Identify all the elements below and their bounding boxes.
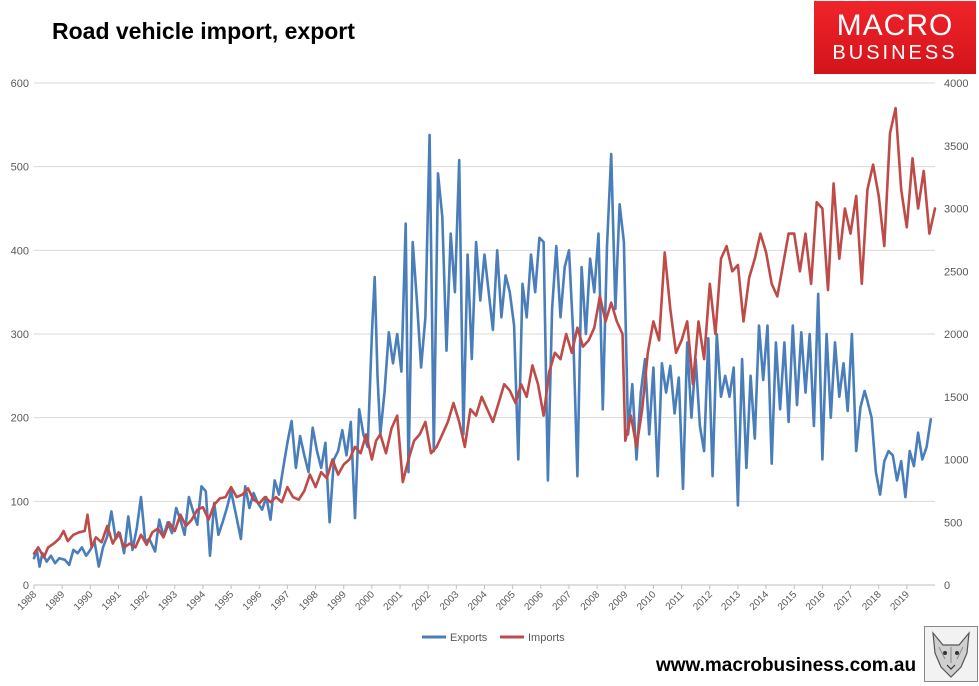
- x-tick-label: 1995: [213, 589, 237, 613]
- series-line-imports: [32, 106, 937, 559]
- y-left-tick-label: 500: [11, 162, 29, 174]
- x-tick-label: 2017: [832, 589, 856, 613]
- x-tick-label: 2002: [410, 589, 434, 613]
- y-left-tick-label: 600: [11, 78, 29, 90]
- x-tick-label: 1998: [297, 589, 321, 613]
- y-left-tick-label: 100: [11, 496, 29, 508]
- x-tick-label: 1994: [185, 589, 209, 613]
- y-right-tick-label: 2500: [944, 266, 968, 278]
- x-tick-label: 2004: [466, 589, 490, 613]
- wolf-mascot-icon: [924, 626, 978, 682]
- x-tick-label: 1989: [44, 589, 68, 613]
- legend-label-exports: Exports: [450, 632, 488, 644]
- logo-line-2: BUSINESS: [832, 42, 958, 64]
- y-left-tick-label: 300: [11, 329, 29, 341]
- x-tick-label: 1992: [128, 589, 152, 613]
- x-tick-label: 2015: [776, 589, 800, 613]
- macrobusiness-logo: MACRO BUSINESS: [814, 1, 976, 74]
- x-tick-label: 1997: [269, 589, 293, 613]
- y-right-tick-label: 1000: [944, 455, 968, 467]
- y-right-tick-label: 3500: [944, 141, 968, 153]
- left-y-axis-ticks: 0 100 200 300 400 500 600: [11, 78, 29, 592]
- y-right-tick-label: 500: [944, 517, 962, 529]
- x-tick-label: 2012: [691, 589, 715, 613]
- y-left-tick-label: 400: [11, 245, 29, 257]
- x-tick-label: 1990: [72, 589, 96, 613]
- site-url: www.macrobusiness.com.au: [656, 655, 917, 676]
- x-tick-label: 2007: [551, 589, 575, 613]
- legend: Exports Imports: [422, 632, 565, 644]
- chart-title: Road vehicle import, export: [52, 18, 355, 44]
- y-right-tick-label: 2000: [944, 329, 968, 341]
- x-tick-label: 2018: [860, 589, 884, 613]
- x-tick-label: 2005: [494, 589, 518, 613]
- x-tick-label: 2013: [720, 589, 744, 613]
- x-tick-label: 2008: [579, 589, 603, 613]
- x-tick-label: 1999: [325, 589, 349, 613]
- y-left-tick-label: 0: [23, 580, 29, 592]
- logo-line-1: MACRO: [836, 9, 954, 42]
- legend-label-imports: Imports: [528, 632, 565, 644]
- x-tick-label: 2016: [804, 589, 828, 613]
- x-tick-label: 2006: [522, 589, 546, 613]
- x-tick-label: 1991: [100, 589, 124, 613]
- gridlines: [34, 82, 935, 586]
- x-tick-label: 2009: [607, 589, 631, 613]
- y-right-tick-label: 3000: [944, 204, 968, 216]
- x-tick-label: 1988: [16, 589, 40, 613]
- y-right-tick-label: 1500: [944, 392, 968, 404]
- y-right-tick-label: 4000: [944, 78, 968, 90]
- x-tick-label: 1996: [241, 589, 265, 613]
- y-left-tick-label: 200: [11, 413, 29, 425]
- x-tick-label: 1993: [156, 589, 180, 613]
- x-axis-ticks: 1988 1989 1990 1991 1992 1993 1994 1995 1996 1997…: [16, 585, 912, 613]
- y-right-tick-label: 0: [944, 580, 950, 592]
- right-y-axis-ticks: 0 500 1000 1500 2000 2500 3000 3500 4000: [944, 78, 968, 592]
- x-tick-label: 2010: [635, 589, 659, 613]
- series-line-exports: [32, 133, 933, 568]
- x-tick-label: 2003: [438, 589, 462, 613]
- x-tick-label: 2019: [888, 589, 912, 613]
- x-tick-label: 2011: [664, 589, 687, 612]
- series-lines: [32, 106, 937, 568]
- x-tick-label: 2001: [382, 589, 406, 613]
- x-tick-label: 2014: [748, 589, 772, 613]
- x-tick-label: 2000: [353, 589, 377, 613]
